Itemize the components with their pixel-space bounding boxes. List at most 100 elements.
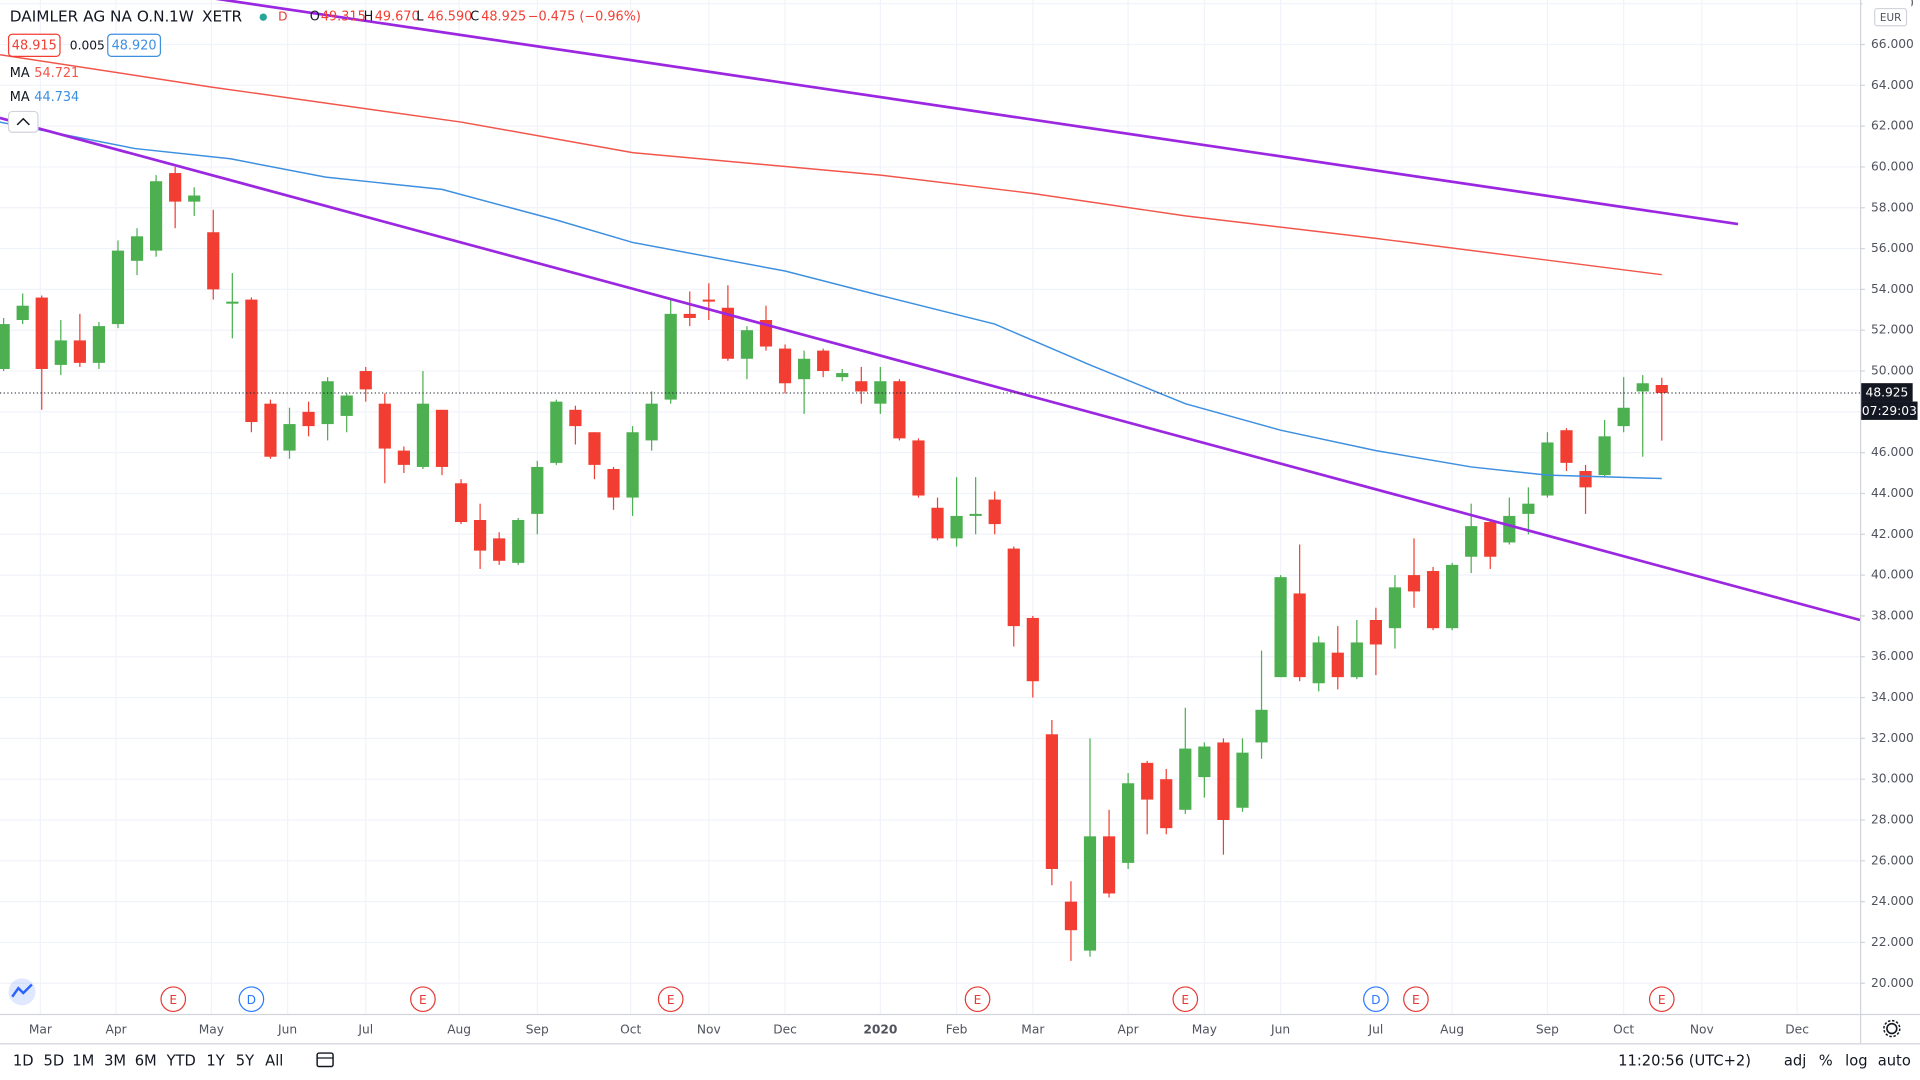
range-button[interactable]: 6M bbox=[135, 1053, 157, 1070]
calendar-icon[interactable] bbox=[316, 1052, 334, 1068]
range-button[interactable]: YTD bbox=[166, 1053, 196, 1070]
candle-body bbox=[588, 432, 601, 465]
candle-body bbox=[607, 468, 620, 498]
collapse-button[interactable] bbox=[7, 110, 39, 133]
y-tick-label: 40.000 bbox=[1871, 568, 1914, 582]
candle-body bbox=[1598, 436, 1611, 476]
change: −0.475 (−0.96%) bbox=[528, 10, 641, 25]
candle-body bbox=[1274, 577, 1287, 678]
candle-body bbox=[474, 520, 487, 551]
range-button[interactable]: 5Y bbox=[236, 1053, 254, 1070]
range-button[interactable]: 1D bbox=[13, 1053, 34, 1070]
candle-body bbox=[1293, 593, 1306, 678]
bid: 48.915 bbox=[12, 38, 57, 53]
y-tick-label: 22.000 bbox=[1871, 935, 1914, 949]
y-tick-label: 64.000 bbox=[1871, 78, 1914, 92]
indicator-name: MA bbox=[10, 66, 30, 81]
x-tick-label: Jul bbox=[1368, 1022, 1384, 1036]
clock: 11:20:56 (UTC+2) bbox=[1618, 1053, 1751, 1070]
y-tick-label: 50.000 bbox=[1871, 364, 1914, 378]
candle-body bbox=[111, 250, 125, 325]
x-tick-label: Oct bbox=[1613, 1022, 1634, 1036]
y-tick-label: 60.000 bbox=[1871, 159, 1914, 173]
countdown: 07:29:03 bbox=[1862, 404, 1917, 418]
trend-line bbox=[0, 116, 1860, 622]
currency-box bbox=[1874, 7, 1908, 27]
candle-body bbox=[702, 299, 715, 302]
candle-body bbox=[1655, 385, 1668, 393]
y-tick-label: 66.000 bbox=[1871, 37, 1914, 51]
candle-body bbox=[874, 381, 887, 404]
candle-body bbox=[1198, 746, 1211, 778]
event-marker[interactable] bbox=[410, 986, 436, 1013]
candle-body bbox=[493, 538, 506, 561]
range-button[interactable]: 1Y bbox=[206, 1053, 224, 1070]
event-label: E bbox=[1658, 993, 1666, 1007]
scale-option[interactable]: adj bbox=[1784, 1053, 1806, 1070]
x-tick-label: May bbox=[199, 1022, 224, 1036]
candle-body bbox=[1560, 430, 1573, 463]
y-tick-label: 44.000 bbox=[1871, 486, 1914, 500]
candle-body bbox=[1255, 709, 1268, 743]
event-marker[interactable] bbox=[657, 986, 684, 1013]
candle-body bbox=[416, 403, 430, 467]
y-tick-label: 46.000 bbox=[1871, 445, 1914, 459]
event-label: E bbox=[419, 993, 427, 1007]
y-tick-label: 62.000 bbox=[1871, 119, 1914, 133]
x-tick-label: Apr bbox=[1118, 1022, 1140, 1036]
candle-body bbox=[1160, 779, 1173, 829]
candle-body bbox=[226, 301, 239, 304]
countdown-box bbox=[1861, 401, 1918, 420]
candle-body bbox=[1388, 587, 1402, 629]
gear-teeth[interactable] bbox=[1883, 1019, 1901, 1038]
event-marker[interactable] bbox=[1403, 986, 1429, 1013]
event-label: E bbox=[974, 993, 982, 1007]
event-marker[interactable] bbox=[238, 986, 265, 1013]
candle-body bbox=[1579, 471, 1592, 488]
range-button[interactable]: 5D bbox=[44, 1053, 65, 1070]
ohlc-value: 49.670 bbox=[375, 10, 420, 25]
candle-body bbox=[302, 411, 315, 427]
candle-body bbox=[664, 313, 677, 400]
scale-option[interactable]: log bbox=[1845, 1053, 1867, 1070]
candle-body bbox=[988, 499, 1001, 525]
range-button[interactable]: All bbox=[265, 1053, 283, 1070]
y-tick-label: 36.000 bbox=[1871, 649, 1914, 663]
gear[interactable] bbox=[1886, 1022, 1898, 1035]
x-tick-label: Nov bbox=[697, 1022, 721, 1036]
candle-body bbox=[35, 297, 48, 369]
range-button[interactable]: 1M bbox=[72, 1053, 94, 1070]
date-picker[interactable] bbox=[316, 1052, 334, 1068]
candle-body bbox=[1064, 901, 1078, 931]
ohlc-key: O bbox=[310, 10, 320, 25]
candle-body bbox=[1102, 836, 1116, 894]
y-tick-label: 26.000 bbox=[1871, 853, 1914, 867]
settings-icon[interactable] bbox=[1883, 1019, 1901, 1038]
event-marker[interactable] bbox=[1363, 986, 1389, 1013]
event-marker[interactable] bbox=[1648, 986, 1675, 1013]
event-marker[interactable] bbox=[1172, 986, 1199, 1013]
grid bbox=[0, 0, 1860, 1014]
candle-body bbox=[1179, 748, 1192, 810]
event-marker[interactable] bbox=[160, 986, 187, 1013]
candle-body bbox=[1522, 503, 1535, 514]
ohlc-value: 46.590 bbox=[427, 10, 472, 25]
range-button[interactable]: 3M bbox=[104, 1053, 126, 1070]
candle-body bbox=[149, 181, 163, 251]
y-tick-label: 52.000 bbox=[1871, 323, 1914, 337]
event-label: E bbox=[1181, 993, 1189, 1007]
trend-line bbox=[215, 0, 1739, 226]
event-label: D bbox=[1371, 993, 1380, 1007]
scale-option[interactable]: auto bbox=[1878, 1053, 1911, 1070]
x-tick-label: Dec bbox=[773, 1022, 797, 1036]
x-tick-label: Feb bbox=[946, 1022, 968, 1036]
y-tick-label: 24.000 bbox=[1871, 894, 1914, 908]
candle-body bbox=[1636, 383, 1649, 392]
x-tick-label: May bbox=[1192, 1022, 1217, 1036]
y-tick-label: 20.000 bbox=[1871, 976, 1914, 990]
x-tick-label: Aug bbox=[447, 1022, 471, 1036]
candle-body bbox=[54, 340, 67, 365]
scale-option[interactable]: % bbox=[1819, 1053, 1833, 1070]
candle-body bbox=[1503, 515, 1516, 543]
event-marker[interactable] bbox=[964, 986, 991, 1013]
